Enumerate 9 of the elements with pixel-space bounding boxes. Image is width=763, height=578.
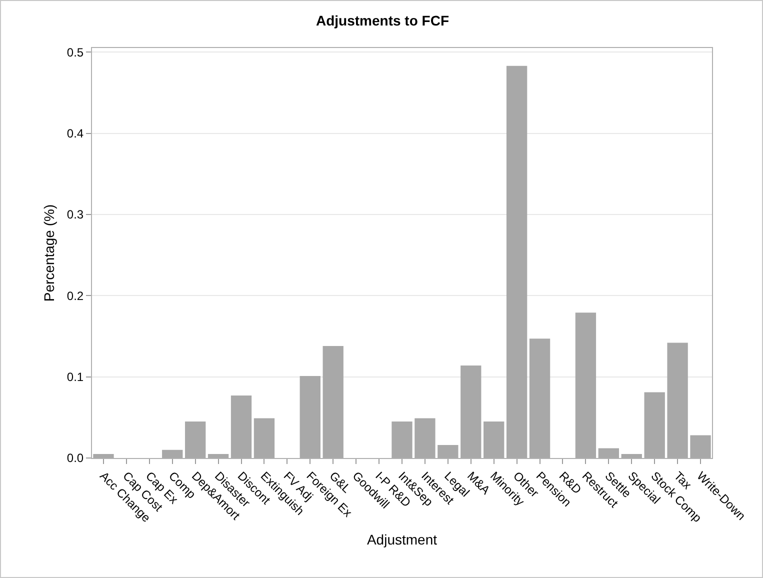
y-tick-label: 0.4 [66,126,84,140]
x-axis-title: Adjustment [366,532,438,548]
y-tick-label: 0.5 [66,45,84,60]
y-tick-label: 0.1 [66,370,84,384]
y-axis-title: Percentage (%) [41,204,57,302]
y-tick-label: 0.2 [66,288,84,303]
y-tick-label: 0.0 [66,451,84,466]
chart-title: Adjustments to FCF [316,12,450,28]
y-tick-label: 0.3 [66,208,84,222]
